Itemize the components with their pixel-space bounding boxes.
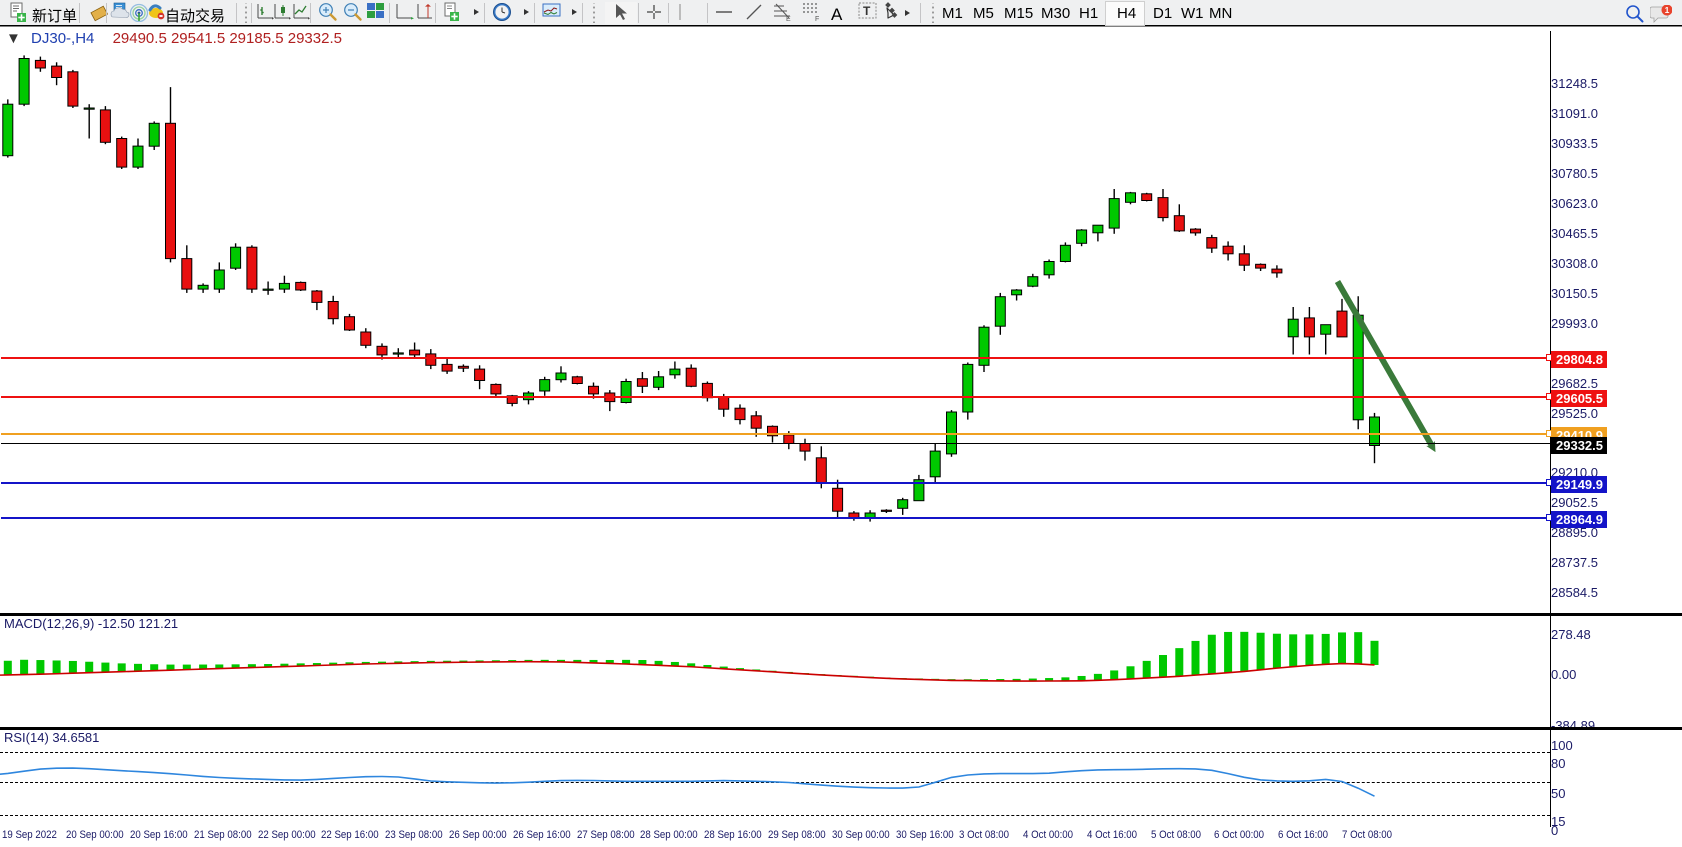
svg-text:T: T — [863, 4, 871, 18]
svg-text:1: 1 — [1665, 5, 1670, 15]
svg-text:E: E — [786, 16, 791, 22]
svg-text:F: F — [815, 16, 819, 22]
